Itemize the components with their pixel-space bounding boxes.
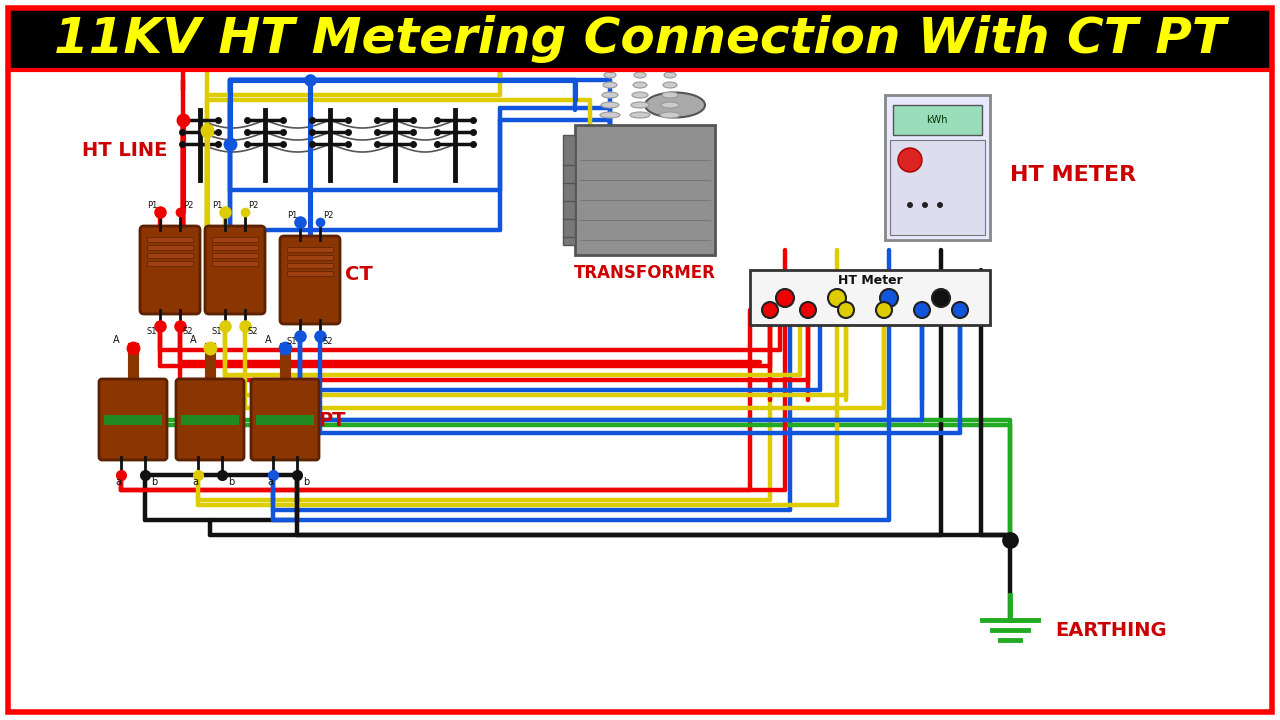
- Text: a: a: [268, 477, 273, 487]
- Ellipse shape: [604, 72, 616, 78]
- Circle shape: [762, 302, 778, 318]
- Text: EARTHING: EARTHING: [1055, 621, 1166, 639]
- Text: P1: P1: [287, 211, 297, 220]
- FancyBboxPatch shape: [177, 379, 244, 460]
- Text: HT Meter: HT Meter: [837, 274, 902, 287]
- Text: S2: S2: [323, 337, 333, 346]
- Ellipse shape: [645, 92, 705, 117]
- Text: S1: S1: [211, 327, 223, 336]
- Bar: [147, 261, 193, 266]
- Bar: [287, 247, 333, 252]
- FancyBboxPatch shape: [140, 226, 200, 314]
- Ellipse shape: [663, 82, 677, 88]
- Bar: [750, 270, 989, 325]
- Circle shape: [876, 302, 892, 318]
- Circle shape: [838, 302, 854, 318]
- Bar: [212, 261, 259, 266]
- Bar: [563, 135, 575, 245]
- Text: a: a: [115, 477, 122, 487]
- FancyBboxPatch shape: [280, 236, 340, 324]
- Ellipse shape: [632, 92, 648, 98]
- Bar: [212, 245, 259, 250]
- Circle shape: [952, 302, 968, 318]
- Text: A: A: [113, 335, 119, 345]
- Bar: [147, 237, 193, 242]
- Text: CT: CT: [346, 266, 372, 284]
- Bar: [8, 8, 1272, 70]
- Ellipse shape: [660, 112, 680, 118]
- FancyBboxPatch shape: [205, 226, 265, 314]
- Bar: [287, 255, 333, 260]
- Bar: [893, 105, 982, 135]
- Circle shape: [932, 289, 950, 307]
- Bar: [287, 263, 333, 268]
- Ellipse shape: [603, 82, 617, 88]
- Ellipse shape: [602, 102, 620, 108]
- Bar: [575, 125, 716, 255]
- Text: A: A: [189, 335, 197, 345]
- Circle shape: [899, 148, 922, 172]
- Circle shape: [908, 202, 913, 208]
- Bar: [890, 140, 986, 235]
- Bar: [180, 415, 239, 425]
- Text: P2: P2: [183, 201, 193, 210]
- Bar: [256, 415, 314, 425]
- Text: S1: S1: [287, 337, 297, 346]
- Text: P2: P2: [323, 211, 333, 220]
- Text: S1: S1: [147, 327, 157, 336]
- Circle shape: [937, 202, 943, 208]
- FancyBboxPatch shape: [251, 379, 319, 460]
- Text: b: b: [151, 477, 157, 487]
- Text: 11KV HT Metering Connection With CT PT: 11KV HT Metering Connection With CT PT: [54, 15, 1226, 63]
- Text: HT METER: HT METER: [1010, 165, 1137, 185]
- Text: P2: P2: [248, 201, 259, 210]
- Circle shape: [828, 289, 846, 307]
- Text: b: b: [303, 477, 310, 487]
- Text: TRANSFORMER: TRANSFORMER: [573, 264, 716, 282]
- Circle shape: [881, 289, 899, 307]
- Circle shape: [914, 302, 931, 318]
- Ellipse shape: [600, 112, 620, 118]
- Ellipse shape: [664, 72, 676, 78]
- Circle shape: [800, 302, 817, 318]
- Ellipse shape: [630, 112, 650, 118]
- Bar: [884, 95, 989, 240]
- Circle shape: [922, 202, 928, 208]
- Ellipse shape: [631, 102, 649, 108]
- Text: a: a: [192, 477, 198, 487]
- Text: P1: P1: [147, 201, 157, 210]
- FancyBboxPatch shape: [99, 379, 166, 460]
- Text: HT LINE: HT LINE: [82, 140, 168, 160]
- Text: P1: P1: [211, 201, 223, 210]
- Ellipse shape: [660, 102, 678, 108]
- Ellipse shape: [634, 72, 646, 78]
- Text: S2: S2: [248, 327, 259, 336]
- Text: kWh: kWh: [927, 115, 947, 125]
- Bar: [147, 253, 193, 258]
- Ellipse shape: [634, 82, 646, 88]
- Text: A: A: [265, 335, 271, 345]
- Bar: [212, 253, 259, 258]
- Text: b: b: [228, 477, 234, 487]
- Bar: [287, 271, 333, 276]
- Text: PT: PT: [317, 410, 346, 430]
- Bar: [147, 245, 193, 250]
- Ellipse shape: [662, 92, 678, 98]
- Text: S2: S2: [183, 327, 193, 336]
- Bar: [104, 415, 163, 425]
- Ellipse shape: [602, 92, 618, 98]
- Bar: [212, 237, 259, 242]
- Circle shape: [776, 289, 794, 307]
